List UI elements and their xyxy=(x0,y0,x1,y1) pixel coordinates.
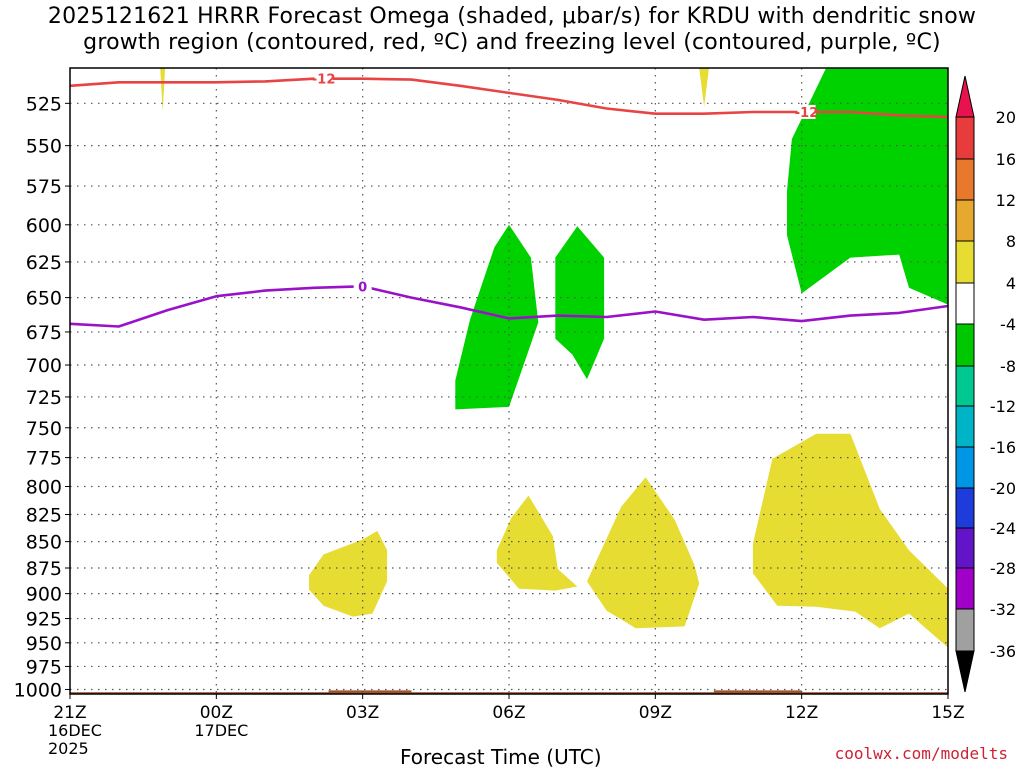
colorbar-label--16: -16 xyxy=(990,438,1016,457)
shaded-omega-regions xyxy=(160,68,948,648)
omega-region-1 xyxy=(555,226,605,380)
contour-label-0: 0 xyxy=(358,280,367,295)
colorbar-bin-8 xyxy=(955,405,975,448)
colorbar-bin-13 xyxy=(955,608,975,652)
y-tick-label-875: 875 xyxy=(26,558,62,580)
y-tick-label-1000: 1000 xyxy=(14,679,62,701)
y-tick-label-525: 525 xyxy=(26,93,62,115)
y-tick-label-825: 825 xyxy=(26,504,62,526)
x-tick-label-15Z: 15Z xyxy=(931,703,964,723)
colorbar-bin-7 xyxy=(955,365,975,407)
colorbar-label-4: 4 xyxy=(1006,274,1016,293)
x-tick-label-00Z: 00Z xyxy=(200,703,233,723)
colorbar-label-16: 16 xyxy=(996,150,1016,169)
colorbar-label-20: 20 xyxy=(996,108,1016,127)
colorbar-top-arrow xyxy=(955,75,975,118)
colorbar-label--4: -4 xyxy=(1000,315,1016,334)
y-axis-ticks: 525 550 575 600 625 650 675 700 725 750 775 800 825 8… xyxy=(14,93,70,701)
x-tick-sublabel: 17DEC xyxy=(194,721,248,740)
colorbar-label--28: -28 xyxy=(990,559,1016,578)
colorbar: 20 16 12 8 4 -4 -8 -12 -16 -20 -24 -28 -32 -36 xyxy=(955,75,1016,693)
y-tick-label-675: 675 xyxy=(26,322,62,344)
terrain-segment-1 xyxy=(328,690,412,694)
y-tick-label-575: 575 xyxy=(26,176,62,198)
colorbar-bin-4 xyxy=(955,240,975,284)
terrain-strip xyxy=(70,690,948,694)
x-tick-sublabel: 2025 xyxy=(48,739,89,758)
colorbar-bin-12 xyxy=(955,567,975,610)
contour-label-bg xyxy=(314,71,333,86)
terrain-segment-2 xyxy=(713,690,802,694)
contour-label-bg xyxy=(797,104,816,119)
y-tick-label-850: 850 xyxy=(26,532,62,554)
x-axis-label: Forecast Time (UTC) xyxy=(400,745,602,769)
colorbar-bin-5 xyxy=(955,282,975,325)
y-tick-label-800: 800 xyxy=(26,476,62,498)
colorbar-bin-2 xyxy=(955,158,975,201)
terrain-segment-0 xyxy=(70,692,948,694)
y-tick-label-750: 750 xyxy=(26,418,62,440)
y-tick-label-975: 975 xyxy=(26,656,62,678)
colorbar-label--36: -36 xyxy=(990,642,1016,661)
x-tick-label-06Z: 06Z xyxy=(492,703,525,723)
colorbar-label-12: 12 xyxy=(996,191,1016,210)
colorbar-label--24: -24 xyxy=(990,519,1016,538)
colorbar-label--20: -20 xyxy=(990,479,1016,498)
colorbar-label--32: -32 xyxy=(990,600,1016,619)
colorbar-bin-1 xyxy=(955,116,975,160)
x-tick-label-21Z: 21Z xyxy=(53,703,86,723)
chart-title-line1: 2025121621 HRRR Forecast Omega (shaded, … xyxy=(47,4,977,29)
colorbar-bin-6 xyxy=(955,323,975,367)
colorbar-bottom-arrow xyxy=(955,650,975,693)
credit-text: coolwx.com/modelts xyxy=(834,744,1008,763)
y-tick-label-700: 700 xyxy=(26,355,62,377)
y-tick-label-550: 550 xyxy=(26,136,62,158)
x-tick-label-09Z: 09Z xyxy=(639,703,672,723)
colorbar-bin-10 xyxy=(955,487,975,529)
omega-region-7 xyxy=(160,68,166,112)
omega-region-5 xyxy=(587,477,700,629)
contour-label--12: -12 xyxy=(312,73,336,88)
contour-line-0 xyxy=(69,284,949,328)
y-tick-label-950: 950 xyxy=(26,633,62,655)
chart-title: 2025121621 HRRR Forecast Omega (shaded, … xyxy=(0,4,1024,56)
contour-label-bg xyxy=(353,279,372,294)
temperature-contours: -12 -12 0 xyxy=(69,71,949,328)
omega-region-0 xyxy=(455,224,539,410)
y-tick-label-650: 650 xyxy=(26,288,62,310)
omega-region-4 xyxy=(496,495,578,591)
contour-label--12: -12 xyxy=(795,106,819,121)
colorbar-label-8: 8 xyxy=(1006,232,1016,251)
colorbar-bin-3 xyxy=(955,199,975,242)
y-tick-label-900: 900 xyxy=(26,584,62,606)
y-tick-label-625: 625 xyxy=(26,252,62,274)
y-tick-label-925: 925 xyxy=(26,609,62,631)
y-tick-label-600: 600 xyxy=(26,215,62,237)
colorbar-label--12: -12 xyxy=(990,397,1016,416)
y-tick-label-725: 725 xyxy=(26,387,62,409)
x-tick-label-12Z: 12Z xyxy=(785,703,818,723)
chart-title-line2: growth region (contoured, red, ºC) and f… xyxy=(83,30,941,55)
omega-region-3 xyxy=(309,530,388,617)
omega-region-2 xyxy=(787,68,948,305)
y-tick-label-775: 775 xyxy=(26,448,62,470)
colorbar-bin-11 xyxy=(955,527,975,569)
x-tick-label-03Z: 03Z xyxy=(346,703,379,723)
omega-region-8 xyxy=(699,68,709,107)
colorbar-bin-9 xyxy=(955,446,975,489)
colorbar-label--8: -8 xyxy=(1000,357,1016,376)
x-tick-sublabel: 16DEC xyxy=(48,721,102,740)
